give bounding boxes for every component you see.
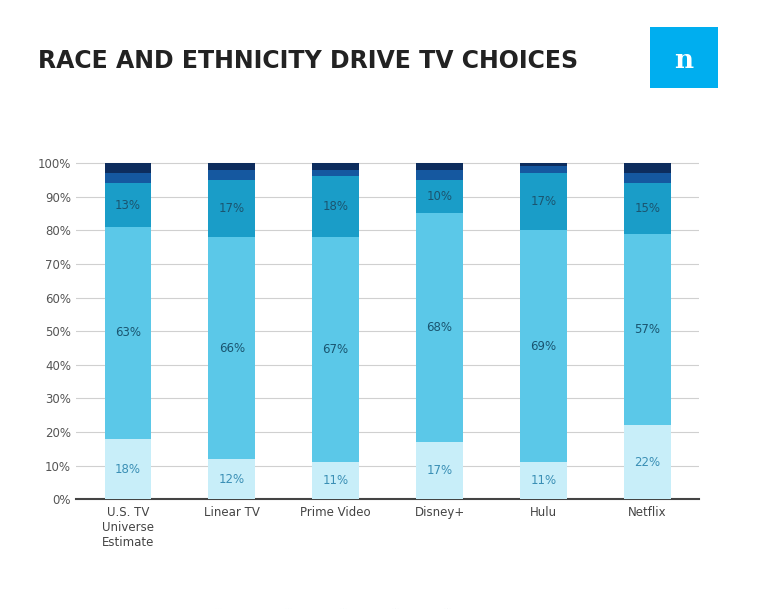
Text: 17%: 17% bbox=[219, 202, 245, 215]
Bar bbox=[208, 237, 255, 459]
Bar bbox=[624, 173, 670, 183]
Bar bbox=[105, 227, 151, 439]
Text: 63%: 63% bbox=[115, 326, 141, 339]
Bar bbox=[520, 173, 567, 230]
Text: RACE AND ETHNICITY DRIVE TV CHOICES: RACE AND ETHNICITY DRIVE TV CHOICES bbox=[38, 49, 578, 73]
Text: 15%: 15% bbox=[635, 202, 660, 215]
Bar bbox=[520, 462, 567, 499]
Legend: Hispanic, White, Black, Asian, Other (non-Asian): Hispanic, White, Black, Asian, Other (no… bbox=[211, 604, 565, 609]
Bar bbox=[208, 459, 255, 499]
Bar bbox=[105, 163, 151, 173]
Bar bbox=[105, 173, 151, 183]
Bar bbox=[105, 183, 151, 227]
Text: 10%: 10% bbox=[426, 190, 452, 203]
Bar bbox=[624, 425, 670, 499]
Bar bbox=[312, 237, 359, 462]
Bar bbox=[208, 163, 255, 170]
Bar bbox=[416, 180, 463, 213]
Text: 13%: 13% bbox=[115, 199, 141, 211]
Bar bbox=[312, 170, 359, 177]
Text: 11%: 11% bbox=[530, 474, 556, 487]
Text: 18%: 18% bbox=[115, 463, 141, 476]
Bar bbox=[208, 170, 255, 180]
Bar bbox=[312, 462, 359, 499]
Text: 12%: 12% bbox=[219, 473, 245, 486]
Text: 69%: 69% bbox=[530, 340, 556, 353]
Bar bbox=[624, 163, 670, 173]
Text: 22%: 22% bbox=[634, 456, 660, 469]
Bar bbox=[520, 163, 567, 166]
Bar bbox=[416, 442, 463, 499]
Text: 17%: 17% bbox=[530, 195, 556, 208]
Bar bbox=[416, 170, 463, 180]
Text: 66%: 66% bbox=[219, 342, 245, 354]
Bar bbox=[416, 213, 463, 442]
Text: 18%: 18% bbox=[323, 200, 349, 213]
Bar bbox=[520, 230, 567, 462]
Bar bbox=[312, 163, 359, 170]
Text: 17%: 17% bbox=[426, 464, 453, 477]
Text: 57%: 57% bbox=[635, 323, 660, 336]
Text: 68%: 68% bbox=[426, 322, 452, 334]
Bar bbox=[312, 177, 359, 237]
Bar bbox=[624, 234, 670, 425]
Text: 11%: 11% bbox=[322, 474, 349, 487]
Text: n: n bbox=[674, 48, 694, 74]
Bar bbox=[624, 183, 670, 234]
Bar bbox=[208, 180, 255, 237]
Bar bbox=[105, 439, 151, 499]
Bar bbox=[520, 166, 567, 173]
Text: 67%: 67% bbox=[322, 343, 349, 356]
Bar bbox=[416, 163, 463, 170]
